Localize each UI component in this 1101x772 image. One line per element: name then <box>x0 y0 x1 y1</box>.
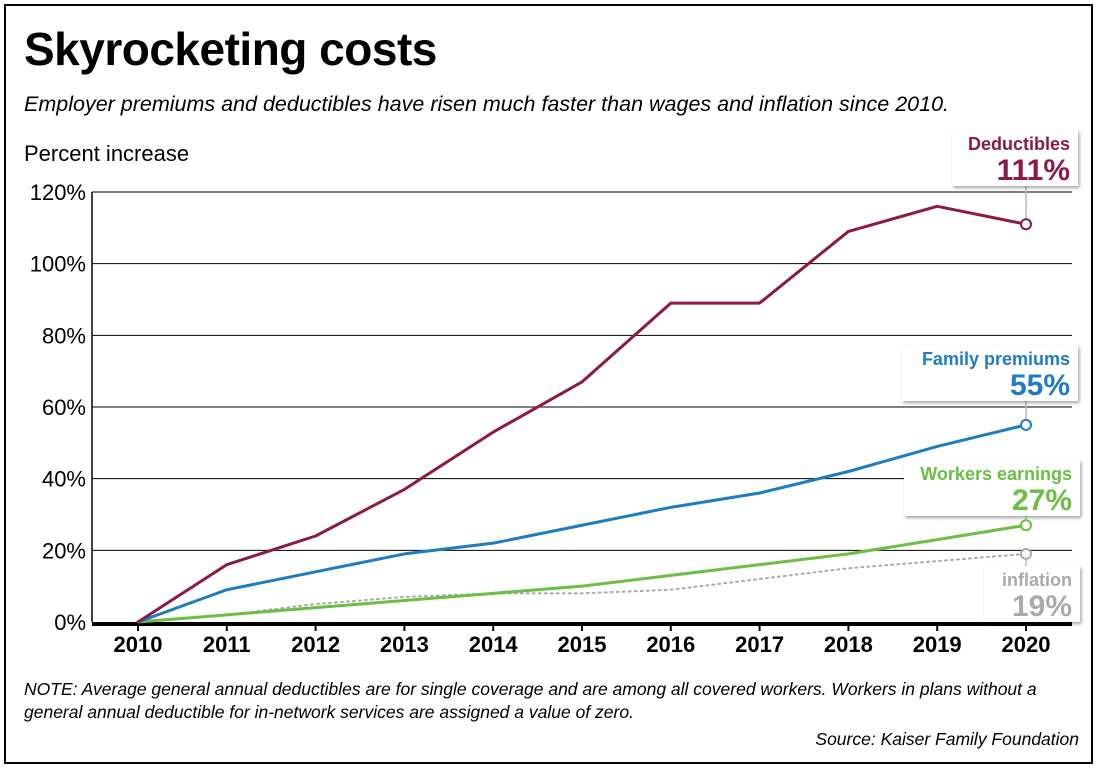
series-line-family-premiums <box>136 423 1028 624</box>
x-tick-label: 2019 <box>913 632 962 657</box>
series-name-label: inflation <box>1002 570 1072 590</box>
callout-box <box>952 130 1078 186</box>
gridlines <box>92 191 1072 551</box>
series-lines <box>136 204 1028 624</box>
y-tick-label: 120% <box>30 180 86 205</box>
y-tick-label: 40% <box>42 467 86 492</box>
axes: 0% 20% 40% 60% 80% 100% 120% 2010 2011 2012 2013 20… <box>30 180 1072 657</box>
y-tick-label: 0% <box>54 610 86 635</box>
x-tick-label: 2020 <box>1002 632 1051 657</box>
callout-box <box>904 460 1080 516</box>
series-value-label: 27% <box>1012 484 1072 517</box>
source-credit: Source: Kaiser Family Foundation <box>815 729 1079 749</box>
x-tick-label: 2013 <box>380 632 429 657</box>
x-tick-label: 2010 <box>114 632 163 657</box>
x-tick-label: 2014 <box>469 632 519 657</box>
series-value-label: 111% <box>997 154 1070 187</box>
x-tick-label: 2012 <box>291 632 340 657</box>
callout-box <box>902 345 1078 401</box>
series-end-marker <box>1020 418 1032 431</box>
x-tick-label: 2015 <box>558 632 607 657</box>
chart-title: Skyrocketing costs <box>24 23 437 75</box>
series-end-marker <box>1020 519 1032 532</box>
x-tick-label: 2016 <box>646 632 695 657</box>
x-tick-label: 2011 <box>203 632 251 657</box>
y-tick-label: 20% <box>42 538 86 563</box>
chart-subtitle: Employer premiums and deductibles have r… <box>24 92 950 116</box>
series-value-label: 19% <box>1012 590 1072 623</box>
series-end-marker <box>1020 218 1032 231</box>
series-line-deductibles <box>136 204 1028 624</box>
x-tick-label: 2018 <box>824 632 873 657</box>
y-tick-label: 80% <box>42 323 86 348</box>
series-name-label: Deductibles <box>968 134 1070 154</box>
series-line-workers-earnings <box>136 523 1028 624</box>
series-line-inflation <box>137 552 1027 623</box>
y-tick-label: 100% <box>30 252 86 277</box>
series-name-label: Family premiums <box>922 349 1070 369</box>
footnote: NOTE: Average general annual deductibles… <box>24 679 1037 722</box>
y-axis-label: Percent increase <box>24 141 190 166</box>
series-name-label: Workers earnings <box>920 464 1072 484</box>
series-end-marker <box>1020 547 1032 560</box>
x-tick-label: 2017 <box>735 632 784 657</box>
series-value-label: 55% <box>1010 369 1070 402</box>
y-tick-label: 60% <box>42 395 86 420</box>
callout-box <box>984 566 1080 622</box>
